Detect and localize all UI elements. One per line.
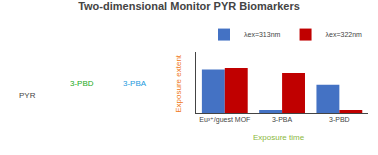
svg-text:Exposure time: Exposure time	[253, 133, 305, 142]
svg-text:PYR: PYR	[19, 91, 36, 100]
svg-text:3-PBD: 3-PBD	[70, 79, 94, 88]
svg-text:3-PBA: 3-PBA	[123, 79, 147, 88]
svg-text:Eu³⁺/guest MOF: Eu³⁺/guest MOF	[199, 116, 250, 124]
svg-text:λex=322nm: λex=322nm	[326, 31, 363, 38]
svg-text:3-PBA: 3-PBA	[272, 116, 293, 123]
svg-text:3-PBD: 3-PBD	[329, 116, 350, 123]
svg-text:Exposure extent: Exposure extent	[174, 54, 183, 113]
svg-text:Two-dimensional Monitor PYR Bi: Two-dimensional Monitor PYR Biomarkers	[78, 0, 300, 12]
svg-text:λex=313nm: λex=313nm	[244, 31, 281, 38]
